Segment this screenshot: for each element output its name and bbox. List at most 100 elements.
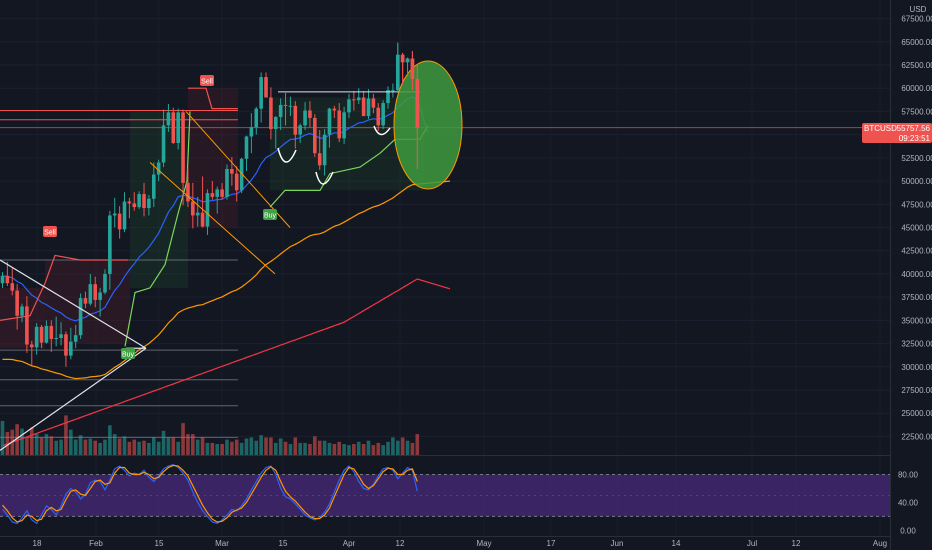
volume-bar [205,442,210,455]
volume-bar [322,440,327,455]
volume-bar [405,440,410,455]
stoch-rsi-pane: 80.00 40.00 0.00 [0,464,919,535]
candle-body-front [400,54,405,63]
volume-bar [127,441,132,455]
ma-100-line [2,180,451,380]
volume-bar [215,444,220,455]
time-axis[interactable]: 18 Feb 15 Mar 15 Apr 12 May 17 Jun 14 Jul 12 Aug [33,539,888,548]
volume-bar [59,439,63,455]
sell-marker-2-label: Sell [44,230,56,237]
highlight-ellipse [393,60,463,190]
volume-bar [64,415,68,455]
volume-bar [25,437,29,455]
volume-bar [44,434,49,455]
ma-50-line [2,96,429,322]
price-tick-label: 47500.00 [901,200,932,209]
candle-body [244,136,249,159]
volume-bar [220,444,224,455]
volume-bar [278,438,283,455]
price-tick-label: 42500.00 [901,247,932,256]
volume-bar [186,434,190,455]
time-tick-label: 15 [279,539,288,548]
buy-marker-2-label: Buy [122,352,135,359]
candle-body [361,97,366,117]
candle-body [34,326,39,348]
volume-bar [259,435,263,455]
candle-body [10,283,15,291]
candle-body [186,182,190,202]
volume-bar [395,440,400,455]
volume-bar [410,442,415,455]
wedge-upper-line [0,259,147,349]
candle-body [313,117,317,154]
buy-marker-1-label: Buy [264,213,277,220]
candle-body [371,98,376,108]
candle-body [342,112,346,139]
buy-marker-2-box [121,348,135,359]
cup-sketch-2 [315,171,334,185]
candle-body [166,112,171,126]
currency-label: USD [910,5,927,14]
candle-body [156,162,161,175]
oscillator-tick-label: 40.00 [898,498,919,507]
volume-bar [147,442,151,455]
price-tick-label: 27500.00 [901,386,932,395]
candle-body [269,97,273,130]
candle-body [59,334,63,338]
price-tick-label: 25000.00 [901,409,932,418]
cup-sketch-3 [373,125,391,136]
candle-body [230,169,234,174]
volume-bar [151,437,156,455]
volume-bar [171,437,176,455]
time-tick-label: 15 [155,539,164,548]
volume-bar [273,442,278,455]
candle-body [278,104,283,117]
candle-body [381,103,385,126]
volume-bar [376,442,381,455]
candle-body [332,108,337,111]
supertrend-red-2 [188,87,238,110]
candle-body [73,335,78,342]
volume-bar [73,439,78,455]
candle-body [337,110,342,139]
volume-bar [156,441,161,455]
flag-line-1 [185,111,291,228]
volume-bar [93,440,98,455]
volume-bar [20,428,24,455]
candle-body [386,90,390,104]
candle-body [151,174,156,199]
volume-bar [366,440,371,455]
candle-body [44,325,49,343]
price-tick-label: 45000.00 [901,224,932,233]
volume-bar [54,440,58,455]
volume-bar [142,440,146,455]
stoch-k-line [2,464,418,525]
candle-body [215,189,220,197]
candle-body-front [405,58,410,63]
candle-body [200,212,205,227]
price-tick-label: 67500.00 [901,15,932,24]
volume-bar [283,441,288,455]
candle-body [29,344,34,348]
volume-bar [39,437,44,455]
sell-marker-1-label: Sell [201,79,213,86]
candle-body [117,213,122,230]
price-axis[interactable]: 67500.00 65000.00 62500.00 60000.00 57500.00… [901,15,932,442]
volume-bar [78,435,83,455]
volume-bar [225,439,229,455]
cup-sketch-1 [277,147,297,163]
price-tick-label: 57500.00 [901,107,932,116]
candle-body [264,77,268,98]
volume-bar [210,442,215,455]
volume-bar [200,437,205,455]
volume-bar [122,436,127,455]
price-tick-label: 32500.00 [901,340,932,349]
volume-bar [361,444,366,455]
supertrend-green-1 [124,111,191,347]
volume-bar [161,430,166,455]
volume-bar [386,441,390,455]
candle-body [83,298,88,304]
volume-bar [83,439,88,455]
